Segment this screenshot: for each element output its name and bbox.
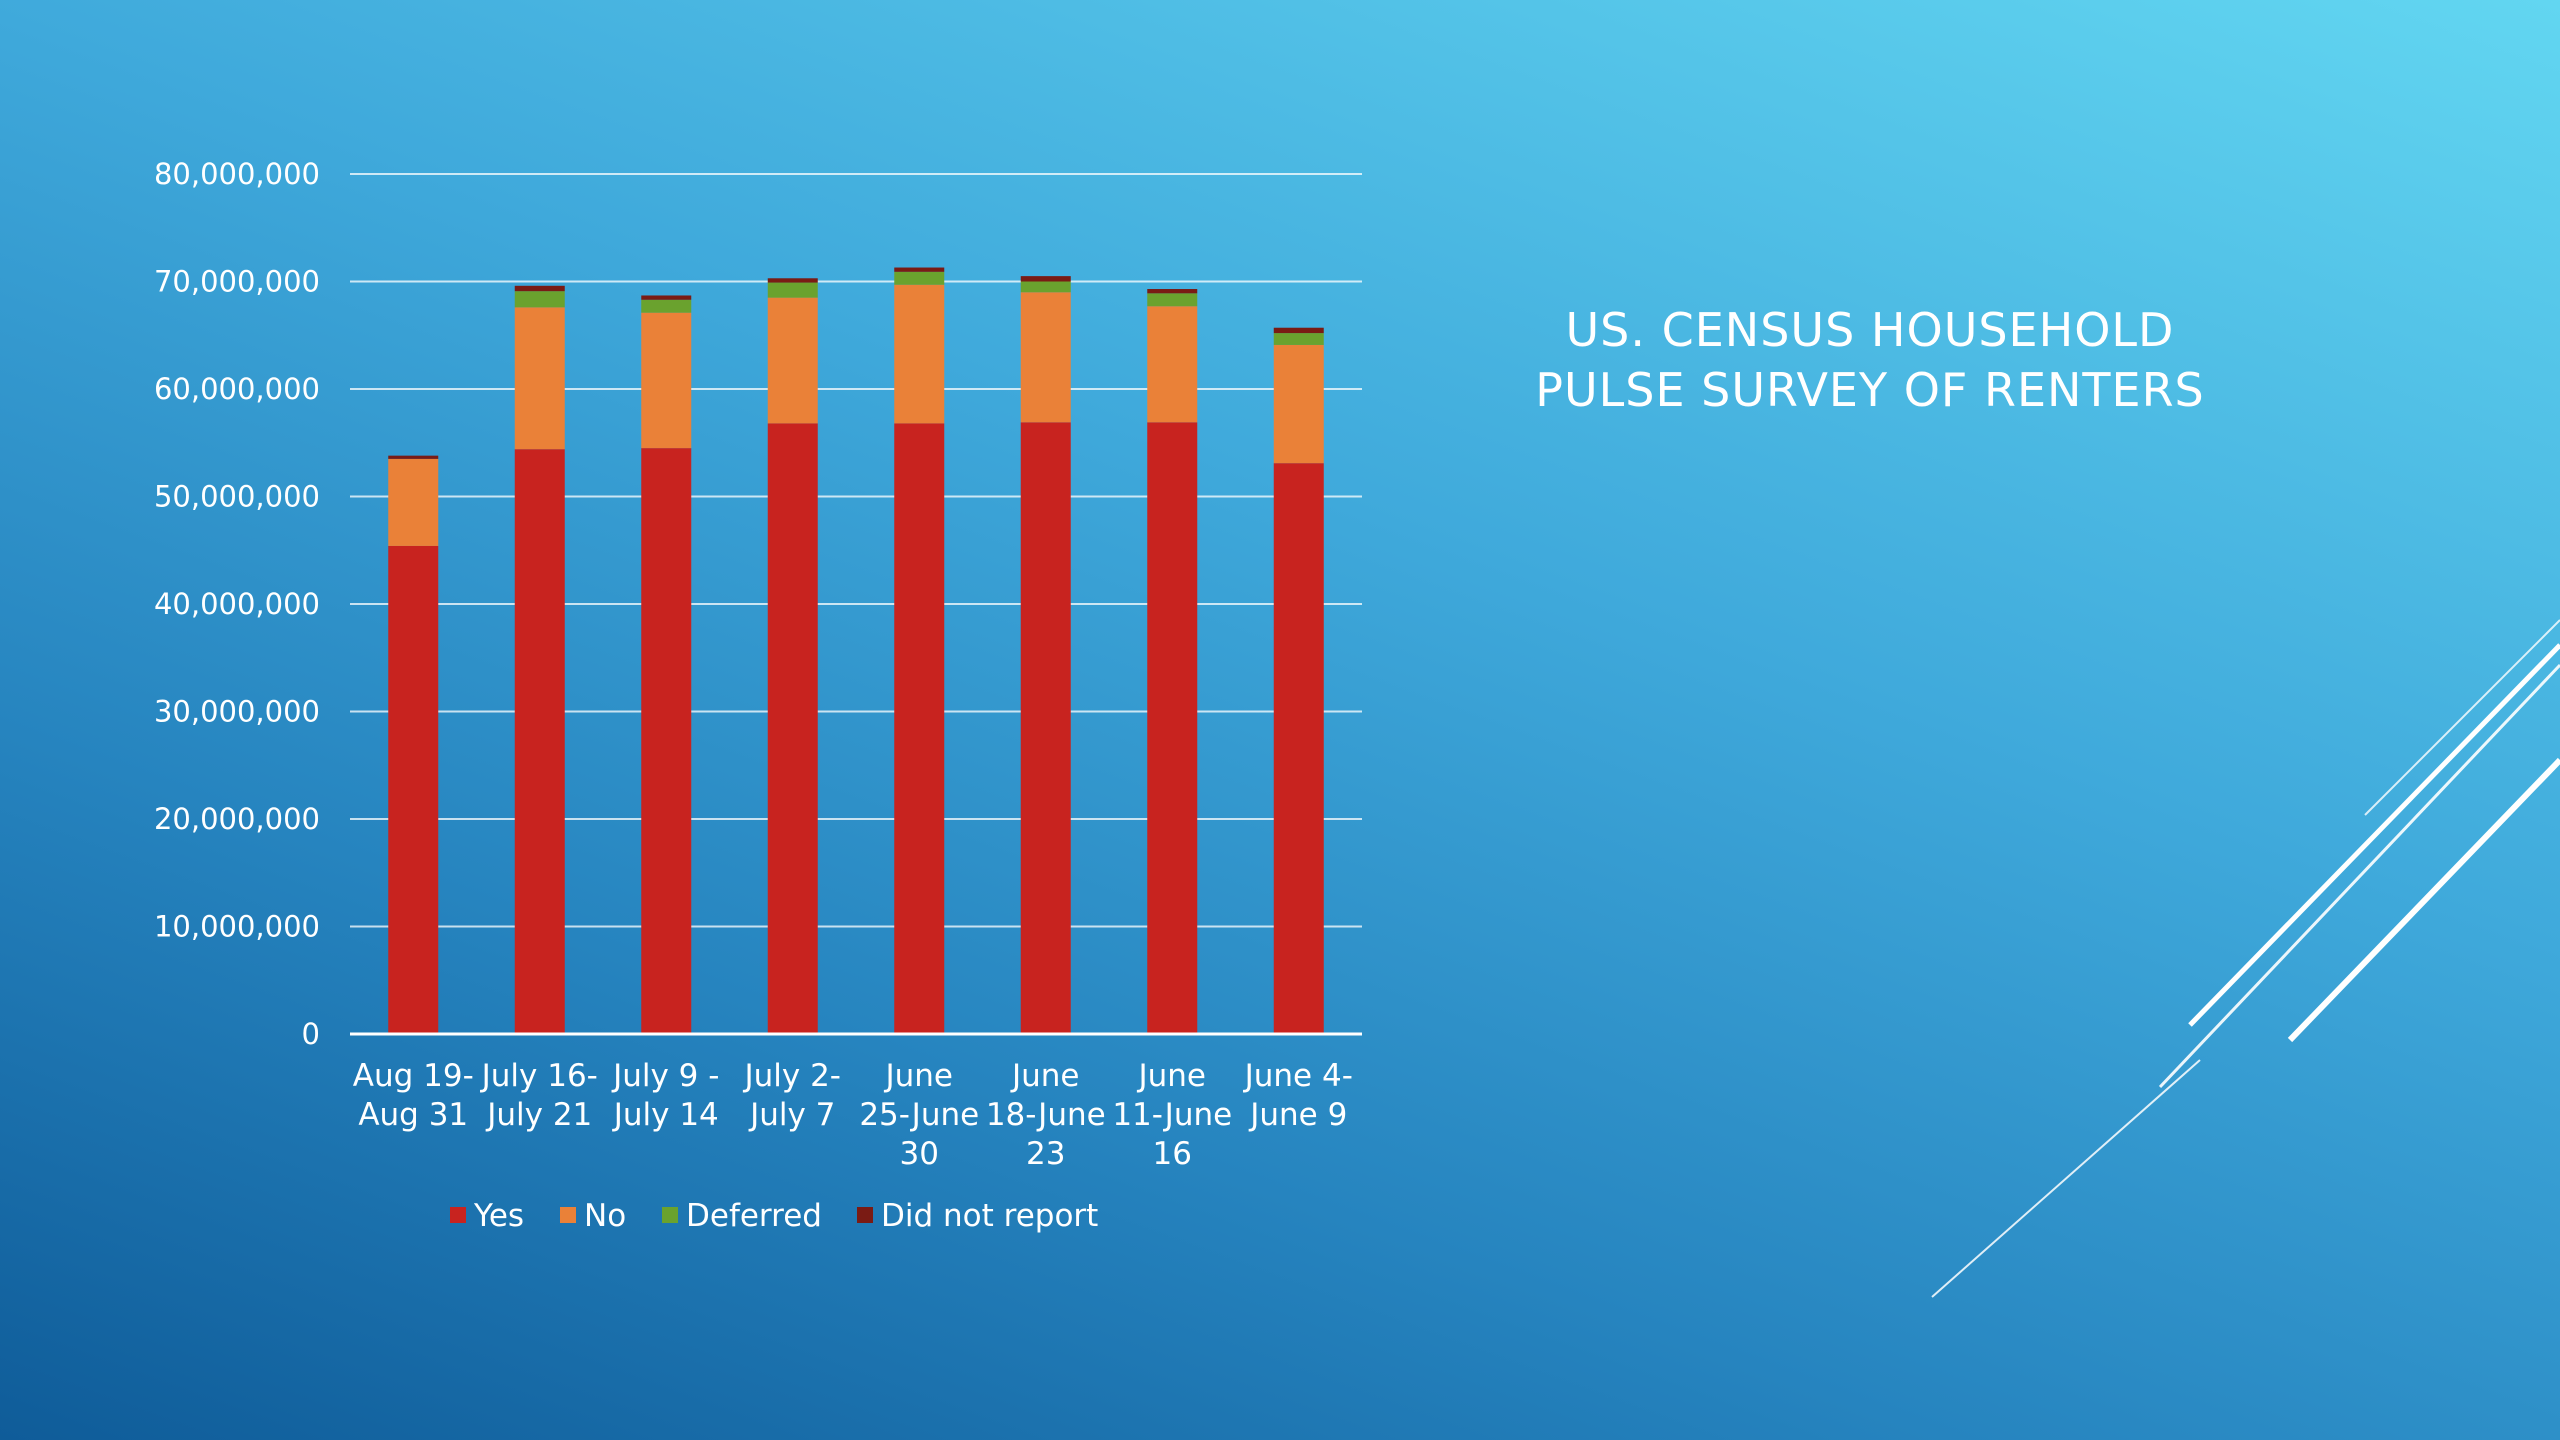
legend-swatch-deferred: [662, 1207, 678, 1223]
bar-segment-deferred: [514, 291, 565, 308]
legend-swatch-no: [560, 1207, 576, 1223]
bar-segment-did-not-report: [514, 285, 565, 292]
bar-segment-deferred: [1273, 333, 1324, 345]
deco-line-1: [2364, 619, 2560, 816]
y-tick-label: 50,000,000: [154, 480, 320, 514]
bar-segment-deferred: [767, 282, 818, 298]
bar-segment-did-not-report: [641, 295, 692, 300]
legend-label-no: No: [584, 1198, 626, 1234]
bar-segment-yes: [514, 449, 565, 1034]
y-tick-label: 0: [302, 1017, 320, 1051]
y-tick-label: 60,000,000: [154, 372, 320, 406]
gridlines: [350, 173, 1362, 928]
slide-title-line-1: US. CENSUS HOUSEHOLD: [1565, 303, 2175, 357]
deco-line-4: [2287, 757, 2560, 1043]
bar-segment-yes: [641, 448, 692, 1034]
deco-line-2: [2188, 643, 2560, 1027]
bar-segment-did-not-report: [388, 455, 439, 459]
bar-segment-yes: [894, 423, 945, 1034]
y-axis-tick-labels: 0 10,000,000 20,000,000 30,000,000 40,000,00…: [154, 157, 320, 1051]
legend-swatch-did-not-report: [857, 1207, 873, 1223]
legend-label-deferred: Deferred: [686, 1198, 822, 1234]
bar-segment-no: [641, 312, 692, 449]
bar-segment-did-not-report: [894, 267, 945, 272]
deco-line-3: [2158, 663, 2560, 1089]
x-category-label: July 2-July 7: [742, 1058, 841, 1133]
legend: Yes No Deferred Did not report: [450, 1198, 1098, 1234]
bar-segment-yes: [388, 545, 439, 1034]
bar-segment-did-not-report: [1273, 327, 1324, 334]
x-category-label: June 4-June 9: [1243, 1058, 1353, 1133]
deco-line-5: [1931, 1059, 2201, 1298]
y-tick-label: 80,000,000: [154, 157, 320, 191]
y-tick-label: 20,000,000: [154, 802, 320, 836]
bar-segment-yes: [1020, 422, 1071, 1034]
y-tick-label: 70,000,000: [154, 265, 320, 299]
bar-segment-no: [894, 284, 945, 424]
bar-segment-did-not-report: [767, 278, 818, 283]
slide-title: US. CENSUS HOUSEHOLD PULSE SURVEY OF REN…: [1480, 300, 2260, 420]
legend-swatch-yes: [450, 1207, 466, 1223]
y-tick-label: 30,000,000: [154, 695, 320, 729]
legend-label-yes: Yes: [473, 1198, 524, 1234]
x-category-label: Aug 19-Aug 31: [353, 1058, 474, 1133]
bar-segment-did-not-report: [1020, 276, 1071, 282]
bar-segment-no: [1147, 306, 1198, 423]
x-category-label: June 11-June 16: [1112, 1058, 1232, 1172]
bar-segment-yes: [1147, 422, 1198, 1034]
legend-label-did-not-report: Did not report: [881, 1198, 1098, 1234]
slide-title-line-2: PULSE SURVEY OF RENTERS: [1535, 363, 2205, 417]
bar-segment-no: [388, 458, 439, 546]
bar-segment-yes: [767, 423, 818, 1034]
bar-segment-no: [1020, 292, 1071, 423]
bar-segment-deferred: [641, 299, 692, 313]
x-category-label: June 25-June 30: [859, 1058, 979, 1172]
x-category-label: June 18-June 23: [986, 1058, 1106, 1172]
y-tick-label: 40,000,000: [154, 587, 320, 621]
x-category-label: July 16-July 21: [480, 1058, 598, 1133]
bar-segment-no: [514, 307, 565, 450]
bar-segment-did-not-report: [1147, 289, 1198, 294]
bar-segment-no: [767, 297, 818, 424]
bar-segment-deferred: [1147, 293, 1198, 307]
bars: [388, 267, 1324, 1034]
x-category-label: July 9 -July 14: [611, 1058, 719, 1133]
bar-segment-deferred: [1020, 281, 1071, 293]
y-tick-label: 10,000,000: [154, 910, 320, 944]
bar-segment-yes: [1273, 463, 1324, 1034]
bar-segment-no: [1273, 344, 1324, 464]
bar-segment-deferred: [894, 271, 945, 285]
